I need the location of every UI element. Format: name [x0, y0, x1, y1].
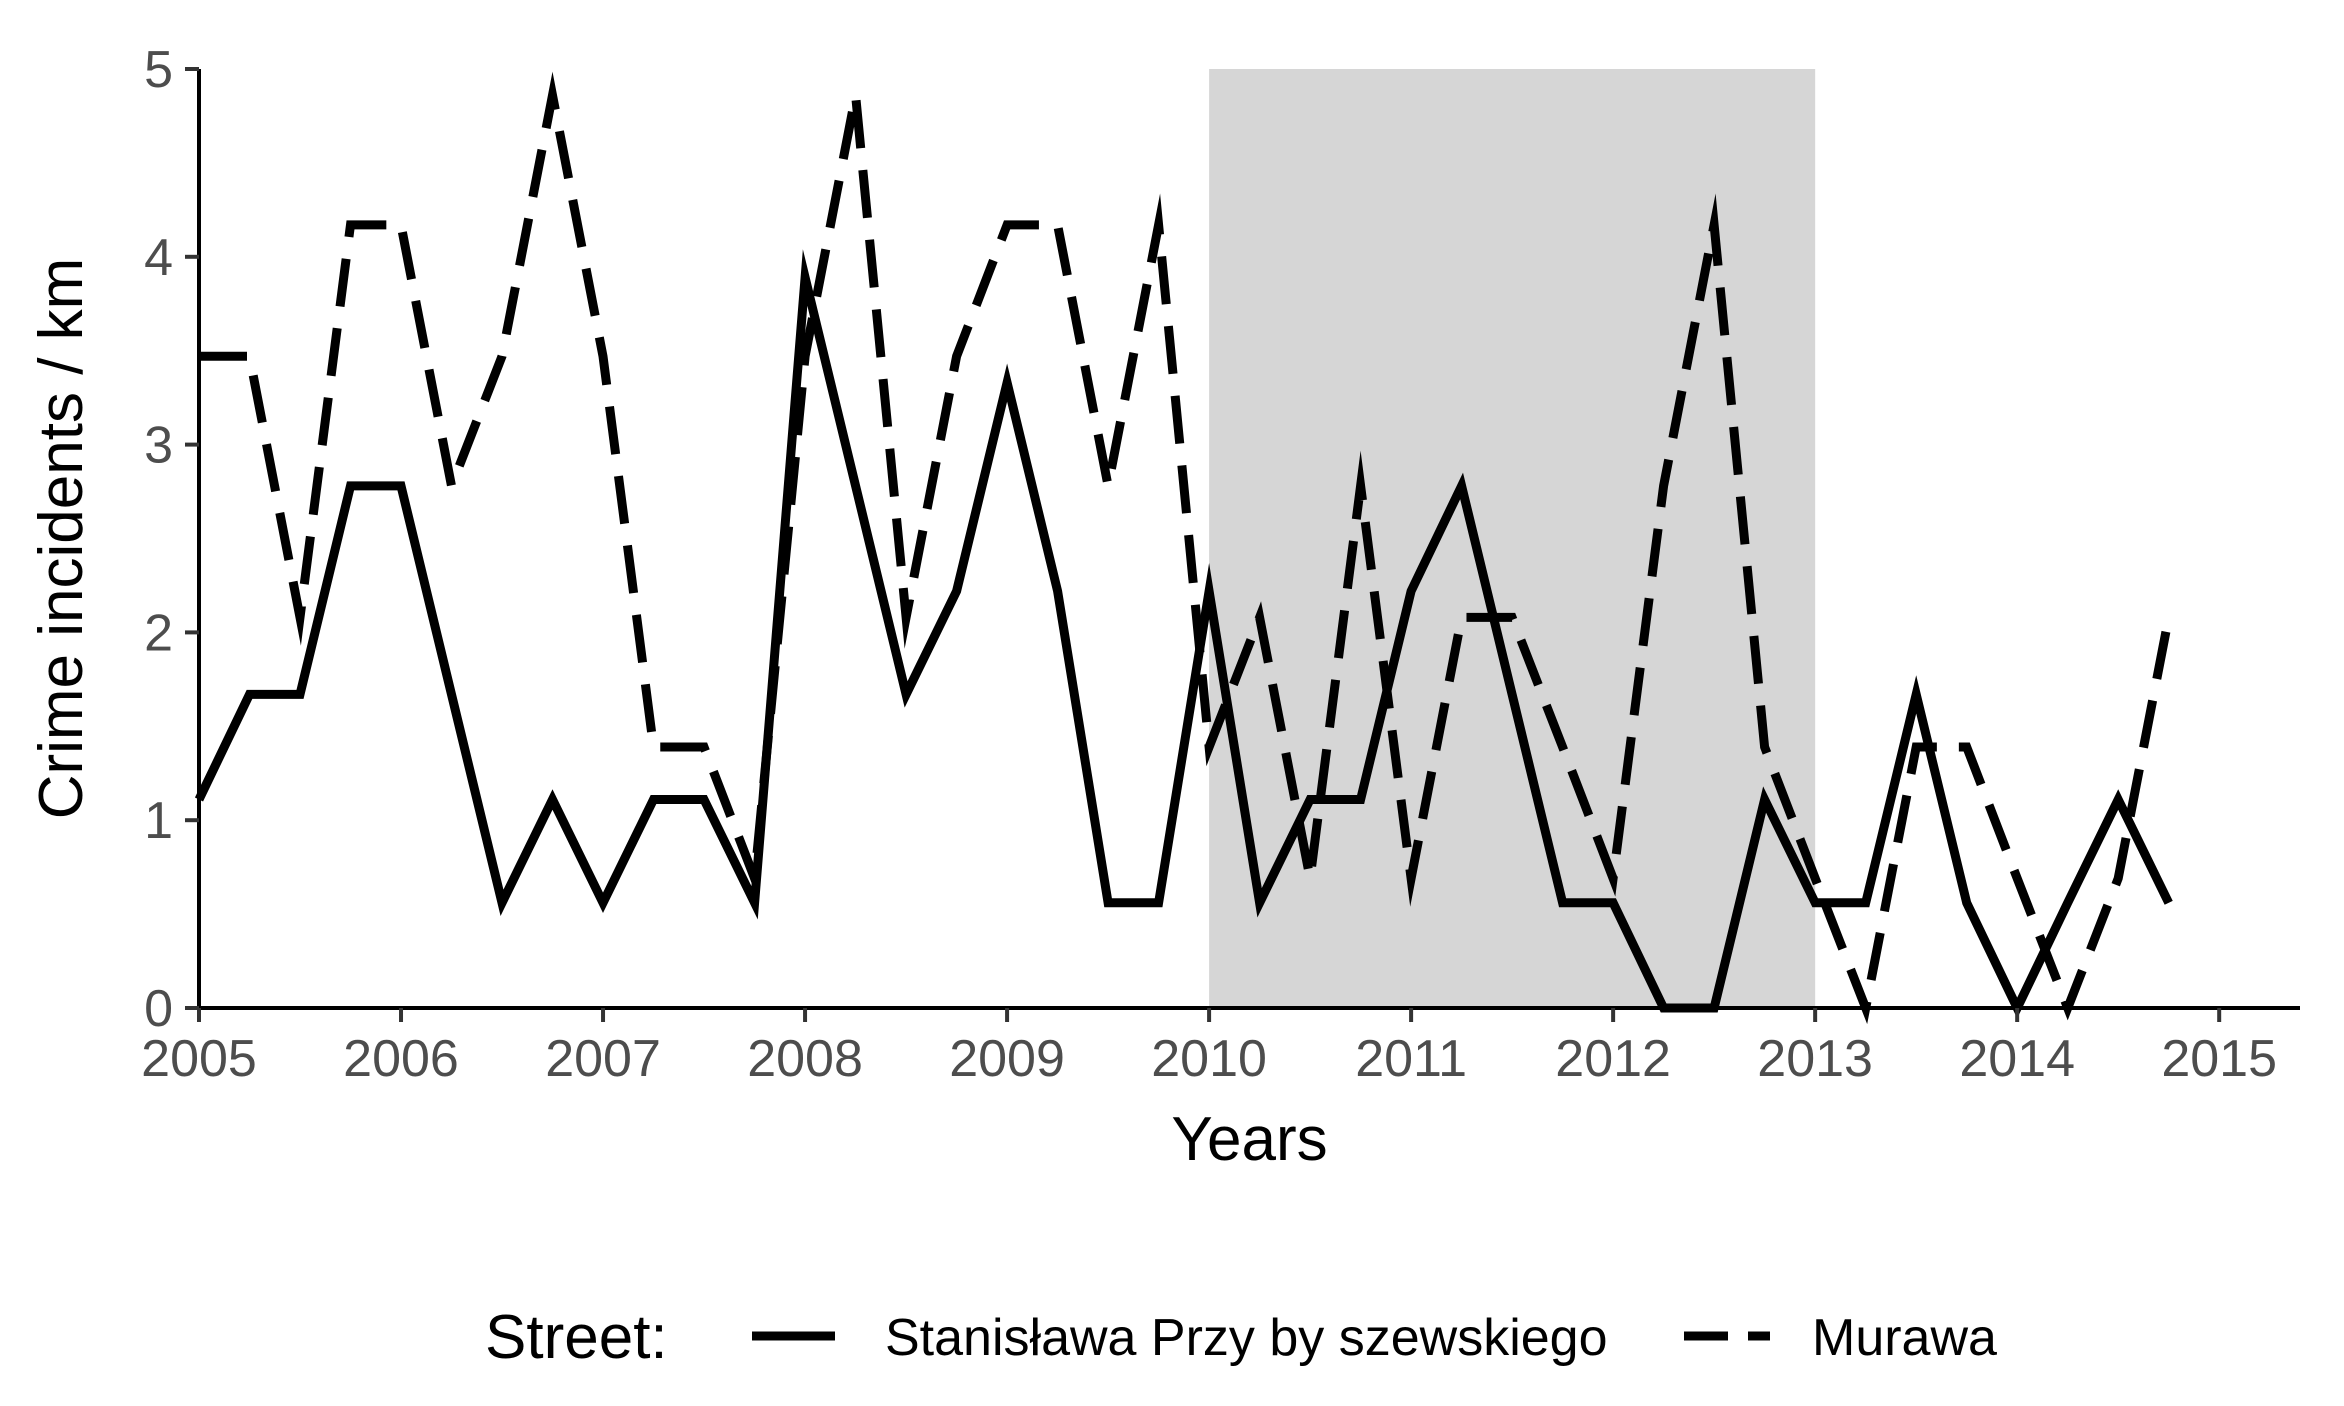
series-line-przybyszewskiego	[194, 249, 2173, 1019]
y-tick-label: 0	[144, 980, 173, 1038]
ticks-layer: 0 1 2 3 4 5 2005 2006 2007 2008 2009 2010 2011 2012 20…	[141, 41, 2277, 1088]
x-tick-label: 2005	[141, 1030, 257, 1088]
legend-label-series-2: Murawa	[1812, 1309, 1997, 1367]
y-tick-label: 2	[144, 604, 173, 662]
x-tick-label: 2006	[343, 1030, 459, 1088]
shaded-period	[1209, 69, 1816, 1008]
series-layer	[194, 63, 2174, 1025]
x-tick-label: 2008	[747, 1030, 863, 1088]
y-tick-label: 4	[144, 229, 173, 287]
y-tick-label: 1	[144, 792, 173, 850]
series-line-murawa	[199, 63, 2174, 1025]
shaded-period-layer	[1209, 69, 1816, 1008]
y-tick-label: 5	[144, 41, 173, 99]
x-axis-title: Years	[1171, 1105, 1327, 1174]
x-tick-label: 2014	[1959, 1030, 2075, 1088]
x-tick-label: 2015	[2161, 1030, 2277, 1088]
x-tick-label: 2009	[949, 1030, 1065, 1088]
legend-label-series-1: Stanisława Przy by szewskiego	[885, 1309, 1608, 1367]
legend: Street: Stanisława Przy by szewskiego Mu…	[485, 1303, 1997, 1372]
legend-title: Street:	[485, 1303, 668, 1372]
x-tick-label: 2010	[1151, 1030, 1267, 1088]
x-tick-label: 2013	[1757, 1030, 1873, 1088]
y-axis-title: Crime incidents / km	[27, 258, 96, 820]
x-tick-label: 2007	[545, 1030, 661, 1088]
y-tick-label: 3	[144, 417, 173, 475]
x-tick-label: 2011	[1355, 1030, 1467, 1088]
x-tick-label: 2012	[1555, 1030, 1671, 1088]
axes-layer	[197, 69, 2300, 1010]
